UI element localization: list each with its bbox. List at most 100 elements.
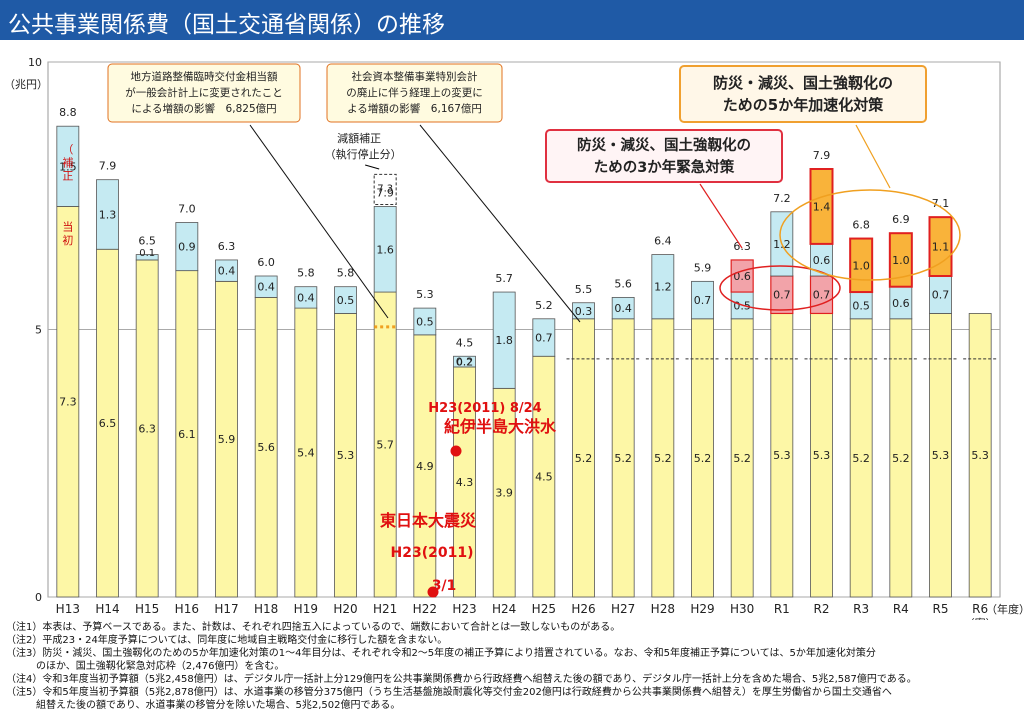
genkaku-arrow xyxy=(365,164,380,170)
y-tick-label: 5 xyxy=(35,324,42,337)
total-label: 7.9 xyxy=(99,160,117,173)
total-label: 7.0 xyxy=(178,203,196,216)
segment-value-label: 5.2 xyxy=(654,452,672,465)
bar-segment xyxy=(373,206,397,293)
note-3: （注3）防災・減災、国土強靱化のための5か年加速化対策の1～4年目分は、それぞれ… xyxy=(6,648,876,659)
bar-segment xyxy=(572,302,595,320)
hosei-side-label: （ xyxy=(62,143,73,156)
bar-segment xyxy=(532,318,556,357)
note-2: （注2）平成23・24年度予算については、同年度に地域自主戦略交付金に移行した額… xyxy=(6,635,448,646)
segment-value-label: 5.3 xyxy=(337,449,355,462)
segment-value-label: 1.4 xyxy=(813,200,831,213)
segment-value-label: 0.5 xyxy=(416,315,434,328)
segment-value-label: 5.3 xyxy=(813,449,831,462)
total-label: 6.4 xyxy=(654,235,672,248)
callout-shakai-line: の廃止に伴う経理上の変更に xyxy=(346,86,483,99)
bar-segment xyxy=(928,216,953,277)
segment-value-label: 0.5 xyxy=(852,299,870,312)
bar-segment xyxy=(492,291,516,389)
segment-value-label: 0.6 xyxy=(733,270,751,283)
segment-value-label: 1.0 xyxy=(852,259,870,272)
segment-value-label: 1.5 xyxy=(59,160,77,173)
x-axis-suffix: （年度） xyxy=(986,602,1024,616)
highlight-ellipse xyxy=(779,189,961,281)
bar-segment xyxy=(691,280,714,320)
segment-value-label: 5.6 xyxy=(257,441,275,454)
x-tick-label: H28 xyxy=(651,602,675,616)
handwriting-higashi-year: H23(2011) xyxy=(391,545,474,561)
total-label: 6.5 xyxy=(138,235,156,248)
segment-value-label: 6.5 xyxy=(99,417,117,430)
bar-segment xyxy=(453,355,476,368)
callout-chiho-line: が一般会計計上に変更されたこと xyxy=(125,86,283,99)
total-label: 5.2 xyxy=(535,299,553,312)
total-label: 6.3 xyxy=(733,240,751,253)
callout-5kanen: 防災・減災、国土強靱化のための5か年加速化対策 xyxy=(679,65,927,123)
callout-5kanen-box xyxy=(679,65,927,123)
segment-value-label: 0.2 xyxy=(456,356,474,369)
segment-value-label: 1.6 xyxy=(376,243,394,256)
segment-value-label: 0.7 xyxy=(932,289,950,302)
callout-arrow xyxy=(855,124,891,189)
total-label: 6.8 xyxy=(852,219,870,232)
callout-chiho-line: 地方道路整備臨時交付金相当額 xyxy=(131,70,278,83)
bar-segment xyxy=(849,237,874,294)
segment-value-label: 1.2 xyxy=(654,281,672,294)
y-unit-label: （兆円） xyxy=(4,78,48,91)
genkaku-label: 減額補正 xyxy=(337,131,381,145)
handwriting-dot xyxy=(450,445,462,457)
segment-value-label: 5.2 xyxy=(733,452,751,465)
x-tick-label: H22 xyxy=(413,602,437,616)
bar-segment xyxy=(651,254,675,320)
segment-value-label: 3.9 xyxy=(495,487,513,500)
segment-value-label: 0.4 xyxy=(614,302,632,315)
bar-segment xyxy=(334,286,357,314)
total-label: 7.2 xyxy=(773,192,791,205)
segment-value-label: 5.2 xyxy=(852,452,870,465)
note-5: （注5）令和5年度当初予算額（5兆2,878億円）は、水道事業の移管分375億円… xyxy=(6,687,892,698)
bar-segment xyxy=(96,179,119,250)
x-tick-label: H16 xyxy=(175,602,199,616)
callout-arrow xyxy=(249,124,389,319)
callout-5kanen-line: ための5か年加速化対策 xyxy=(723,96,884,114)
total-label: 7.9 xyxy=(376,186,394,199)
x-tick-label: R2 xyxy=(814,602,830,616)
bar-segment xyxy=(413,307,437,336)
x-tick-label: H19 xyxy=(294,602,318,616)
bar-segment xyxy=(135,254,159,261)
x-tick-label: H15 xyxy=(135,602,159,616)
callout-shakai-line: 社会資本整備事業特別会計 xyxy=(352,70,478,83)
handwriting-kii-date: H23(2011) 8/24 xyxy=(428,401,541,416)
segment-value-label: 5.3 xyxy=(932,449,950,462)
segment-value-label: 1.3 xyxy=(99,208,117,221)
bar-segment xyxy=(254,275,278,298)
segment-value-label: 5.9 xyxy=(218,433,236,446)
callout-shakai-box xyxy=(326,63,503,123)
x-tick-label: H14 xyxy=(95,602,119,616)
y-tick-label: 10 xyxy=(28,56,42,69)
bar-segment xyxy=(611,296,635,320)
bar-segment xyxy=(215,259,238,282)
footnotes: （注1）本表は、予算ベースである。また、計数は、それぞれ四捨五入によっているので… xyxy=(6,621,1018,712)
segment-value-label: 5.3 xyxy=(971,449,989,462)
segment-value-label: 0.7 xyxy=(773,289,791,302)
bar-segment xyxy=(809,168,834,245)
bar-segment xyxy=(56,125,80,207)
x-tick-label: R5 xyxy=(933,602,949,616)
segment-value-label: 0.9 xyxy=(178,241,196,254)
bar-segment xyxy=(968,313,992,598)
x-tick-label: H20 xyxy=(333,602,357,616)
segment-value-label: 6.3 xyxy=(138,422,156,435)
total-label: 5.6 xyxy=(614,277,632,290)
x-tick-label: H13 xyxy=(56,602,80,616)
segment-value-label: 0.5 xyxy=(337,294,355,307)
toshho-side-label: 当 xyxy=(62,220,73,234)
segment-value-label: 0.7 xyxy=(535,332,553,345)
total-label: 5.3 xyxy=(416,288,434,301)
genkaku-dashed-box xyxy=(373,173,397,205)
budget-chart: 0 5 10 （兆円） 7.3 1.5 8.8 H13 6.5 1.3 7.9 H14 6.3 6.5 H1… xyxy=(4,56,1024,620)
note-4: （注4）令和3年度当初予算額（5兆2,458億円）は、デジタル庁一括計上分129… xyxy=(6,674,917,685)
x-tick-label: H18 xyxy=(254,602,278,616)
